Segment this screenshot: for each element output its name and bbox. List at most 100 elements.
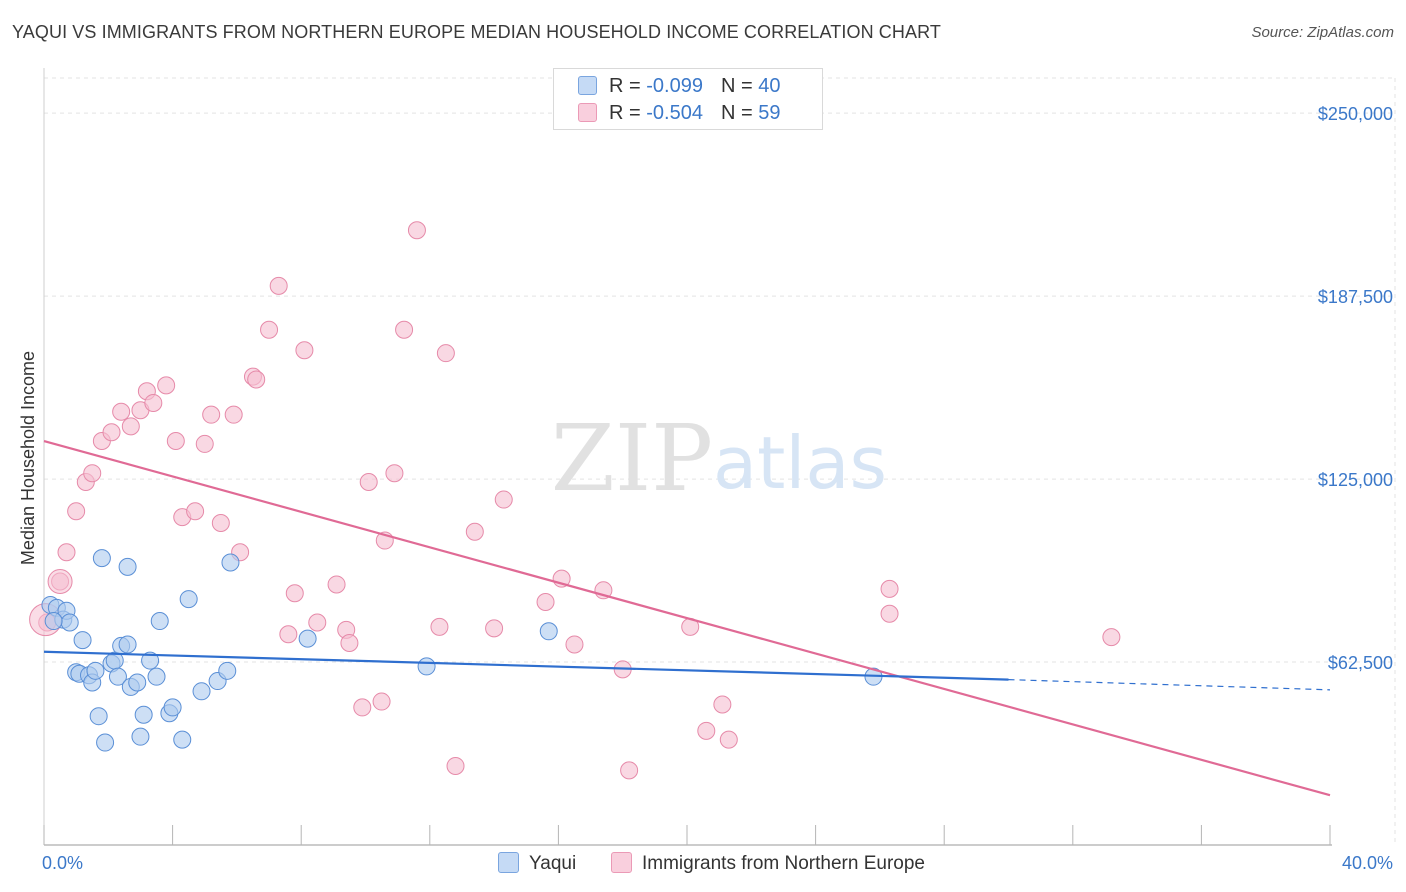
yaqui-point xyxy=(298,629,317,648)
immigrants-point xyxy=(83,464,102,483)
immigrants-point xyxy=(121,417,140,436)
y-tick-label: $62,500 xyxy=(1328,653,1393,673)
yaqui-trend-line xyxy=(43,650,1009,681)
y-axis-title: Median Household Income xyxy=(18,351,38,565)
immigrants-point xyxy=(57,543,76,562)
yaqui-point xyxy=(539,622,558,641)
yaqui-point xyxy=(163,698,182,717)
yaqui-point xyxy=(73,631,92,650)
yaqui-point xyxy=(141,651,160,670)
r-value: -0.504 xyxy=(646,102,703,124)
yaqui-points xyxy=(41,549,883,752)
yaqui-point xyxy=(118,557,137,576)
yaqui-point xyxy=(179,590,198,609)
n-label: N = xyxy=(720,102,759,124)
immigrants-point xyxy=(279,625,298,644)
bottom-legend-yaqui: Yaqui xyxy=(498,852,576,875)
immigrants-point xyxy=(195,434,214,453)
yaqui-point xyxy=(118,635,137,654)
immigrants-point xyxy=(157,376,176,395)
immigrants-point xyxy=(260,320,279,339)
immigrants-point xyxy=(430,617,449,636)
immigrants-point xyxy=(112,402,131,421)
immigrants-point xyxy=(494,490,513,509)
immigrants-point xyxy=(47,569,73,595)
yaqui-point xyxy=(96,733,115,752)
immigrants-point xyxy=(340,634,359,653)
immigrants-trend-line xyxy=(43,439,1331,797)
yaqui-point xyxy=(131,727,150,746)
yaqui-point xyxy=(89,707,108,726)
yaqui-point xyxy=(147,667,166,686)
yaqui-point xyxy=(108,667,127,686)
immigrants-point xyxy=(144,393,163,412)
yaqui-point xyxy=(221,553,240,572)
yaqui-swatch xyxy=(578,76,597,95)
immigrants-point xyxy=(295,341,314,360)
immigrants-point xyxy=(565,635,584,654)
immigrants-point xyxy=(446,756,465,775)
immigrants-point xyxy=(620,761,639,780)
y-tick-label: $187,500 xyxy=(1318,287,1393,307)
yaqui-point xyxy=(150,612,169,631)
immigrants-point xyxy=(211,513,230,532)
immigrants-point xyxy=(353,698,372,717)
yaqui-point xyxy=(92,549,111,568)
immigrants-point xyxy=(697,721,716,740)
y-tick-label: $250,000 xyxy=(1318,104,1393,124)
yaqui-point xyxy=(44,612,63,631)
immigrants-point xyxy=(713,695,732,714)
immigrants-point xyxy=(247,370,266,389)
immigrants-point xyxy=(327,575,346,594)
immigrants-point xyxy=(224,405,243,424)
immigrants-swatch xyxy=(578,103,597,122)
source-label: Source: ZipAtlas.com xyxy=(1251,24,1394,41)
yaqui-swatch xyxy=(498,852,519,873)
immigrants-point xyxy=(372,692,391,711)
immigrants-point xyxy=(407,221,426,240)
watermark-atlas: atlas xyxy=(713,421,887,505)
immigrants-point xyxy=(186,502,205,521)
immigrants-point xyxy=(485,619,504,638)
immigrants-point xyxy=(436,344,455,363)
immigrants-point xyxy=(880,604,899,623)
legend-row-immigrants: R = -0.504 N = 59 xyxy=(578,102,786,126)
y-tick-label: $125,000 xyxy=(1318,470,1393,490)
n-label: N = xyxy=(720,75,759,97)
watermark-zip: ZIP xyxy=(551,405,713,512)
trend-lines xyxy=(43,439,1331,797)
chart-title: YAQUI VS IMMIGRANTS FROM NORTHERN EUROPE… xyxy=(12,22,941,42)
yaqui-point xyxy=(86,661,105,680)
immigrants-point xyxy=(880,579,899,598)
yaqui-point xyxy=(60,613,79,632)
immigrants-point xyxy=(308,613,327,632)
immigrants-point xyxy=(1102,628,1121,647)
immigrants-point xyxy=(359,472,378,491)
r-label: R = xyxy=(609,102,647,124)
yaqui-point xyxy=(128,673,147,692)
axes xyxy=(43,68,1332,846)
bottom-legend-immigrants: Immigrants from Northern Europe xyxy=(611,852,925,875)
x-tick-label-max: 40.0% xyxy=(1342,853,1393,873)
immigrants-point xyxy=(536,593,555,612)
r-label: R = xyxy=(609,75,647,97)
n-value: 59 xyxy=(758,102,781,124)
yaqui-legend-label: Yaqui xyxy=(529,853,577,874)
yaqui-point xyxy=(192,682,211,701)
immigrants-point xyxy=(102,423,121,442)
immigrants-point xyxy=(385,464,404,483)
x-tick-label-min: 0.0% xyxy=(42,853,83,873)
yaqui-point xyxy=(218,661,237,680)
immigrants-point xyxy=(285,584,304,603)
yaqui-point xyxy=(134,705,153,724)
axis-labels: $62,500 $125,000 $187,500 $250,000 0.0% 40.0%… xyxy=(18,104,1393,873)
immigrants-point xyxy=(719,730,738,749)
immigrants-point xyxy=(166,432,185,451)
r-value: -0.099 xyxy=(646,75,703,97)
yaqui-point xyxy=(417,657,436,676)
immigrants-swatch xyxy=(611,852,632,873)
legend-row-yaqui: R = -0.099 N = 40 xyxy=(578,75,780,99)
n-value: 40 xyxy=(758,75,781,97)
immigrants-legend-label: Immigrants from Northern Europe xyxy=(642,853,925,874)
